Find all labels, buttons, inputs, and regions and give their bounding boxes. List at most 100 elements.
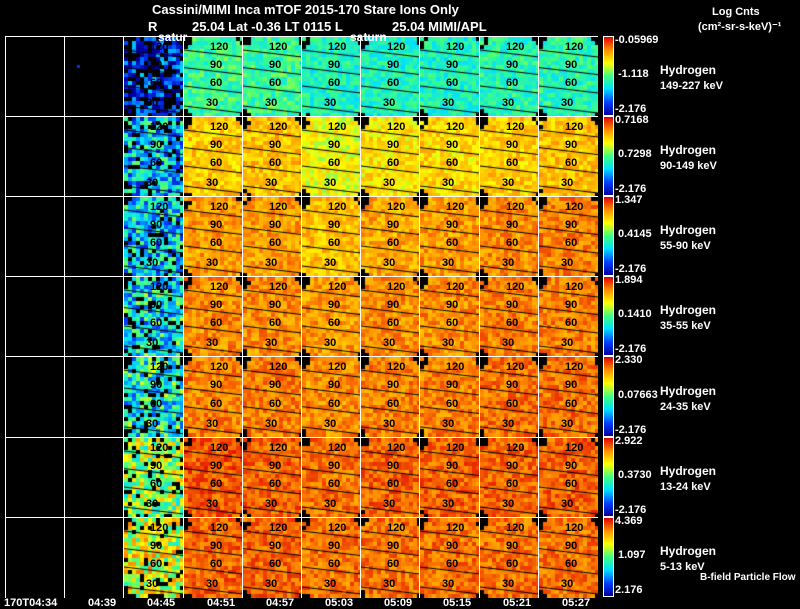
contour-label: 90 [210,218,223,231]
contour-label: 120 [269,442,288,454]
contour-label: 60 [210,237,223,249]
contour-label: 120 [210,121,229,133]
contour-label: 120 [506,281,525,293]
contour-label: 120 [506,121,525,133]
contour-label: 30 [324,498,337,510]
colorbar-mid-label: 0.3730 [618,469,652,481]
contour-label: 60 [506,157,519,169]
contour-label: 60 [387,237,400,249]
contour-label: 60 [565,397,578,410]
contour-label: 90 [269,539,282,552]
panel-image [65,277,124,357]
panel-image [480,277,539,357]
contour-label: 120 [328,361,347,374]
contour-label: 30 [383,97,396,109]
contour-label: 60 [150,157,163,169]
species-name: Hydrogen [660,544,717,558]
contour-label: 30 [561,257,574,269]
species-label: Hydrogen 5-13 keV [660,543,716,575]
colorbar-min-label: -2.176 [615,504,647,516]
spectrogram-panel: 120 90 60 30 [360,437,420,518]
spectrogram-panel: 120 90 60 30 [479,437,539,518]
spectrogram-panel [64,116,124,197]
panel-image [480,197,539,277]
contour-label: 60 [328,558,341,570]
panel-image [6,357,65,438]
contour-label: 90 [506,459,519,472]
contour-label: 90 [446,58,459,71]
time-tick-label: 04:51 [207,597,236,609]
panel-image [124,197,184,277]
spectrogram-panel [64,517,124,598]
spectrogram-grid: 120 90 60 30 120 90 60 30 120 90 60 30 120 90 60 30 120 9… [5,36,598,598]
contour-label: 30 [206,337,219,349]
contour-label: 120 [328,201,347,213]
contour-label: 120 [150,41,169,53]
panel-image [243,518,302,598]
contour-label: 120 [387,121,406,133]
species-name: Hydrogen [660,223,717,237]
panel-image [420,357,480,438]
panel-image [65,197,124,277]
panel-image [243,37,302,117]
contour-label: 30 [265,498,278,510]
contour-label: 60 [269,558,282,570]
contour-label: 90 [565,138,578,151]
contour-label: 60 [269,157,282,169]
energy-range: 90-149 keV [660,160,717,172]
contour-label: 120 [150,442,169,454]
spectrogram-panel: 120 90 60 30 [538,517,598,598]
contour-label: 60 [387,157,400,169]
panel-image [124,277,184,357]
contour-label: 30 [442,578,455,590]
species-name: Hydrogen [660,143,717,157]
colorbar-max-label: 2.922 [615,435,643,447]
contour-label: 60 [446,237,459,249]
panel-image [184,37,243,117]
contour-label: 120 [328,522,347,534]
contour-label: 60 [150,77,163,89]
spectrogram-panel [5,116,65,197]
panel-image [302,438,361,518]
contour-label: 30 [324,578,337,590]
spectrogram-panel [64,36,124,117]
contour-label: 60 [328,237,341,249]
panel-image [6,37,65,117]
contour-label: 120 [565,442,584,454]
panel-image [65,518,124,598]
species-name: Hydrogen [660,303,717,317]
contour-label: 60 [210,77,223,89]
time-tick-label: 04:45 [147,597,176,609]
spectrogram-panel: 120 90 60 30 [360,276,420,357]
species-label: Hydrogen 13-24 keV [660,463,716,495]
contour-label: 30 [206,578,219,590]
contour-label: 60 [446,157,459,169]
contour-label: 90 [565,459,578,472]
colorbar [603,116,614,196]
spectrogram-panel: 120 90 60 30 [242,276,302,357]
time-tick-label: 05:21 [503,597,532,609]
contour-label: 90 [565,298,578,311]
contour-label: 60 [150,237,163,249]
contour-label: 60 [328,77,341,89]
spectrogram-panel: 120 90 60 30 [419,196,480,277]
contour-label: 30 [265,97,278,109]
spectrogram-panel: 120 90 60 30 [123,116,184,197]
spectrogram-panel: 120 90 60 30 [123,517,184,598]
spectrogram-panel: 120 90 60 30 [419,437,480,518]
contour-label: 90 [150,298,163,311]
contour-label: 30 [265,578,278,590]
panel-image [480,438,539,518]
contour-label: 120 [150,361,169,374]
colorbar-min-label: 2.176 [615,584,643,596]
panel-image [420,438,480,518]
colorbar-max-label: 0.7168 [615,114,649,126]
contour-label: 90 [328,298,341,311]
contour-label: 120 [210,442,229,454]
panel-image [302,117,361,197]
spectrogram-panel: 120 90 60 30 [479,517,539,598]
spectrogram-panel: 120 90 60 30 [301,437,361,518]
spectrogram-panel: 120 90 60 30 [538,196,598,277]
contour-label: 60 [210,558,223,570]
contour-label: 120 [506,201,525,213]
